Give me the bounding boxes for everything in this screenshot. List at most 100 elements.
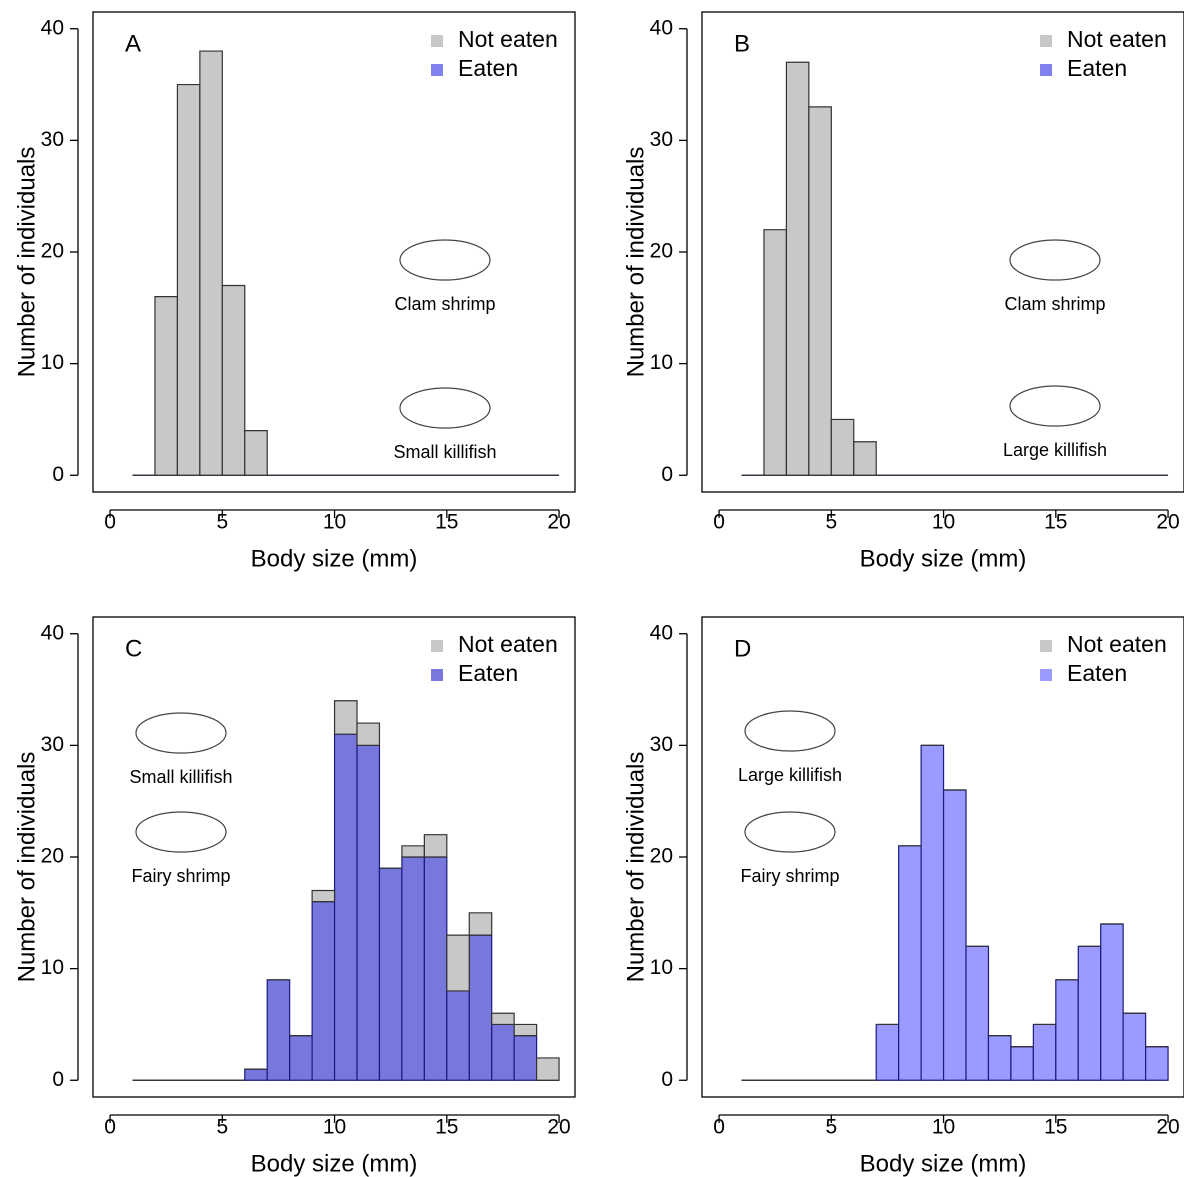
y-tick-label: 40 bbox=[650, 16, 673, 39]
legend-swatch bbox=[431, 64, 443, 76]
x-tick-label: 10 bbox=[323, 1116, 346, 1139]
histogram-bar bbox=[763, 229, 788, 476]
histogram-bar bbox=[987, 1035, 1012, 1081]
y-tick-label: 0 bbox=[52, 463, 64, 486]
annotation: Clam shrimp bbox=[1004, 294, 1105, 314]
legend-label: Not eaten bbox=[1067, 631, 1167, 657]
y-axis-title: Number of individuals bbox=[622, 752, 649, 983]
histogram-bar bbox=[898, 845, 922, 1081]
y-tick-label: 20 bbox=[41, 845, 64, 868]
x-axis-title: Body size (mm) bbox=[860, 545, 1027, 572]
histogram-bar bbox=[244, 430, 268, 476]
y-tick-label: 0 bbox=[52, 1068, 64, 1091]
histogram-bar bbox=[423, 856, 448, 1081]
illustration bbox=[135, 811, 227, 853]
x-tick-label: 15 bbox=[1044, 1116, 1067, 1139]
x-axis-title: Body size (mm) bbox=[251, 1150, 418, 1177]
x-tick-label: 20 bbox=[1156, 1116, 1179, 1139]
panel-label: D bbox=[734, 635, 751, 662]
legend-label: Eaten bbox=[1067, 55, 1127, 81]
histogram-bar bbox=[536, 1057, 560, 1081]
x-tick-label: 15 bbox=[435, 511, 458, 534]
x-tick-label: 5 bbox=[216, 511, 228, 534]
illustration bbox=[744, 710, 836, 752]
histogram-bar bbox=[1122, 1012, 1147, 1081]
y-tick-label: 20 bbox=[650, 845, 673, 868]
histogram-bar bbox=[176, 83, 201, 476]
illustration bbox=[399, 387, 491, 429]
legend-label: Not eaten bbox=[458, 631, 558, 657]
y-tick-label: 40 bbox=[650, 621, 673, 644]
histogram-bar bbox=[785, 61, 810, 476]
histogram-bar bbox=[311, 889, 336, 903]
histogram-bar bbox=[491, 1023, 515, 1081]
y-tick-label: 10 bbox=[650, 956, 673, 979]
plot-box bbox=[92, 616, 576, 1098]
panel: 0 5 10 15 20 0 10 20 30 40 Body size (mm) Number of… bbox=[622, 11, 1184, 572]
y-tick-label: 0 bbox=[661, 1068, 673, 1091]
histogram-bar bbox=[266, 979, 291, 1081]
histogram-bar bbox=[942, 789, 967, 1081]
histogram-bar bbox=[513, 1023, 538, 1037]
legend-label: Eaten bbox=[458, 660, 518, 686]
histogram-bar bbox=[446, 990, 470, 1081]
histogram-bar bbox=[401, 845, 425, 858]
y-axis-title: Number of individuals bbox=[13, 147, 40, 378]
y-tick-label: 40 bbox=[41, 621, 64, 644]
y-axis-title: Number of individuals bbox=[13, 752, 40, 983]
x-axis-title: Body size (mm) bbox=[860, 1150, 1027, 1177]
histogram-bar bbox=[1055, 979, 1079, 1081]
histogram-bar bbox=[468, 912, 493, 936]
x-tick-label: 15 bbox=[435, 1116, 458, 1139]
y-axis-title: Number of individuals bbox=[622, 147, 649, 378]
y-tick-label: 30 bbox=[41, 128, 64, 151]
legend-swatch bbox=[1040, 64, 1052, 76]
histogram-bar bbox=[446, 934, 470, 992]
legend-label: Not eaten bbox=[1067, 26, 1167, 52]
histogram-bar bbox=[830, 418, 855, 476]
y-tick-label: 30 bbox=[41, 733, 64, 756]
illustration bbox=[399, 239, 491, 281]
legend-label: Not eaten bbox=[458, 26, 558, 52]
panel: 0 5 10 15 20 0 10 20 30 40 Body size (mm) Number of… bbox=[13, 616, 576, 1177]
x-axis-title: Body size (mm) bbox=[251, 545, 418, 572]
panel-label: A bbox=[125, 30, 141, 57]
x-tick-label: 20 bbox=[547, 1116, 570, 1139]
annotation: Clam shrimp bbox=[394, 294, 495, 314]
legend-swatch bbox=[431, 669, 443, 681]
y-tick-label: 20 bbox=[650, 240, 673, 263]
illustration bbox=[1009, 385, 1101, 427]
histogram-bar bbox=[513, 1035, 538, 1081]
legend-swatch bbox=[431, 35, 443, 47]
x-tick-label: 5 bbox=[825, 1116, 837, 1139]
annotation: Large killifish bbox=[738, 765, 842, 785]
plot-box bbox=[701, 616, 1184, 1098]
legend-label: Eaten bbox=[458, 55, 518, 81]
histogram-bar bbox=[401, 856, 425, 1081]
annotation: Fairy shrimp bbox=[131, 866, 230, 886]
y-tick-label: 10 bbox=[650, 351, 673, 374]
panel: 0 5 10 15 20 0 10 20 30 40 Body size (mm) Number of… bbox=[13, 11, 576, 572]
x-tick-label: 0 bbox=[713, 1116, 725, 1139]
y-tick-label: 40 bbox=[41, 16, 64, 39]
annotation: Small killifish bbox=[393, 442, 496, 462]
histogram-bar bbox=[333, 700, 358, 735]
histogram-bar bbox=[199, 50, 223, 476]
x-tick-label: 20 bbox=[547, 511, 570, 534]
histogram-bar bbox=[875, 1023, 900, 1081]
histogram-bar bbox=[154, 296, 179, 476]
histogram-bar bbox=[808, 106, 832, 476]
x-tick-label: 0 bbox=[104, 511, 116, 534]
panel-label: B bbox=[734, 30, 750, 57]
x-tick-label: 5 bbox=[216, 1116, 228, 1139]
y-tick-label: 0 bbox=[661, 463, 673, 486]
plot-box bbox=[92, 11, 576, 493]
x-tick-label: 15 bbox=[1044, 511, 1067, 534]
y-tick-label: 10 bbox=[41, 351, 64, 374]
panel: 0 5 10 15 20 0 10 20 30 40 Body size (mm) Number of… bbox=[622, 616, 1184, 1177]
illustration bbox=[744, 811, 836, 853]
histogram-bar bbox=[468, 934, 493, 1081]
panel-label: C bbox=[125, 635, 142, 662]
legend-swatch bbox=[1040, 640, 1052, 652]
